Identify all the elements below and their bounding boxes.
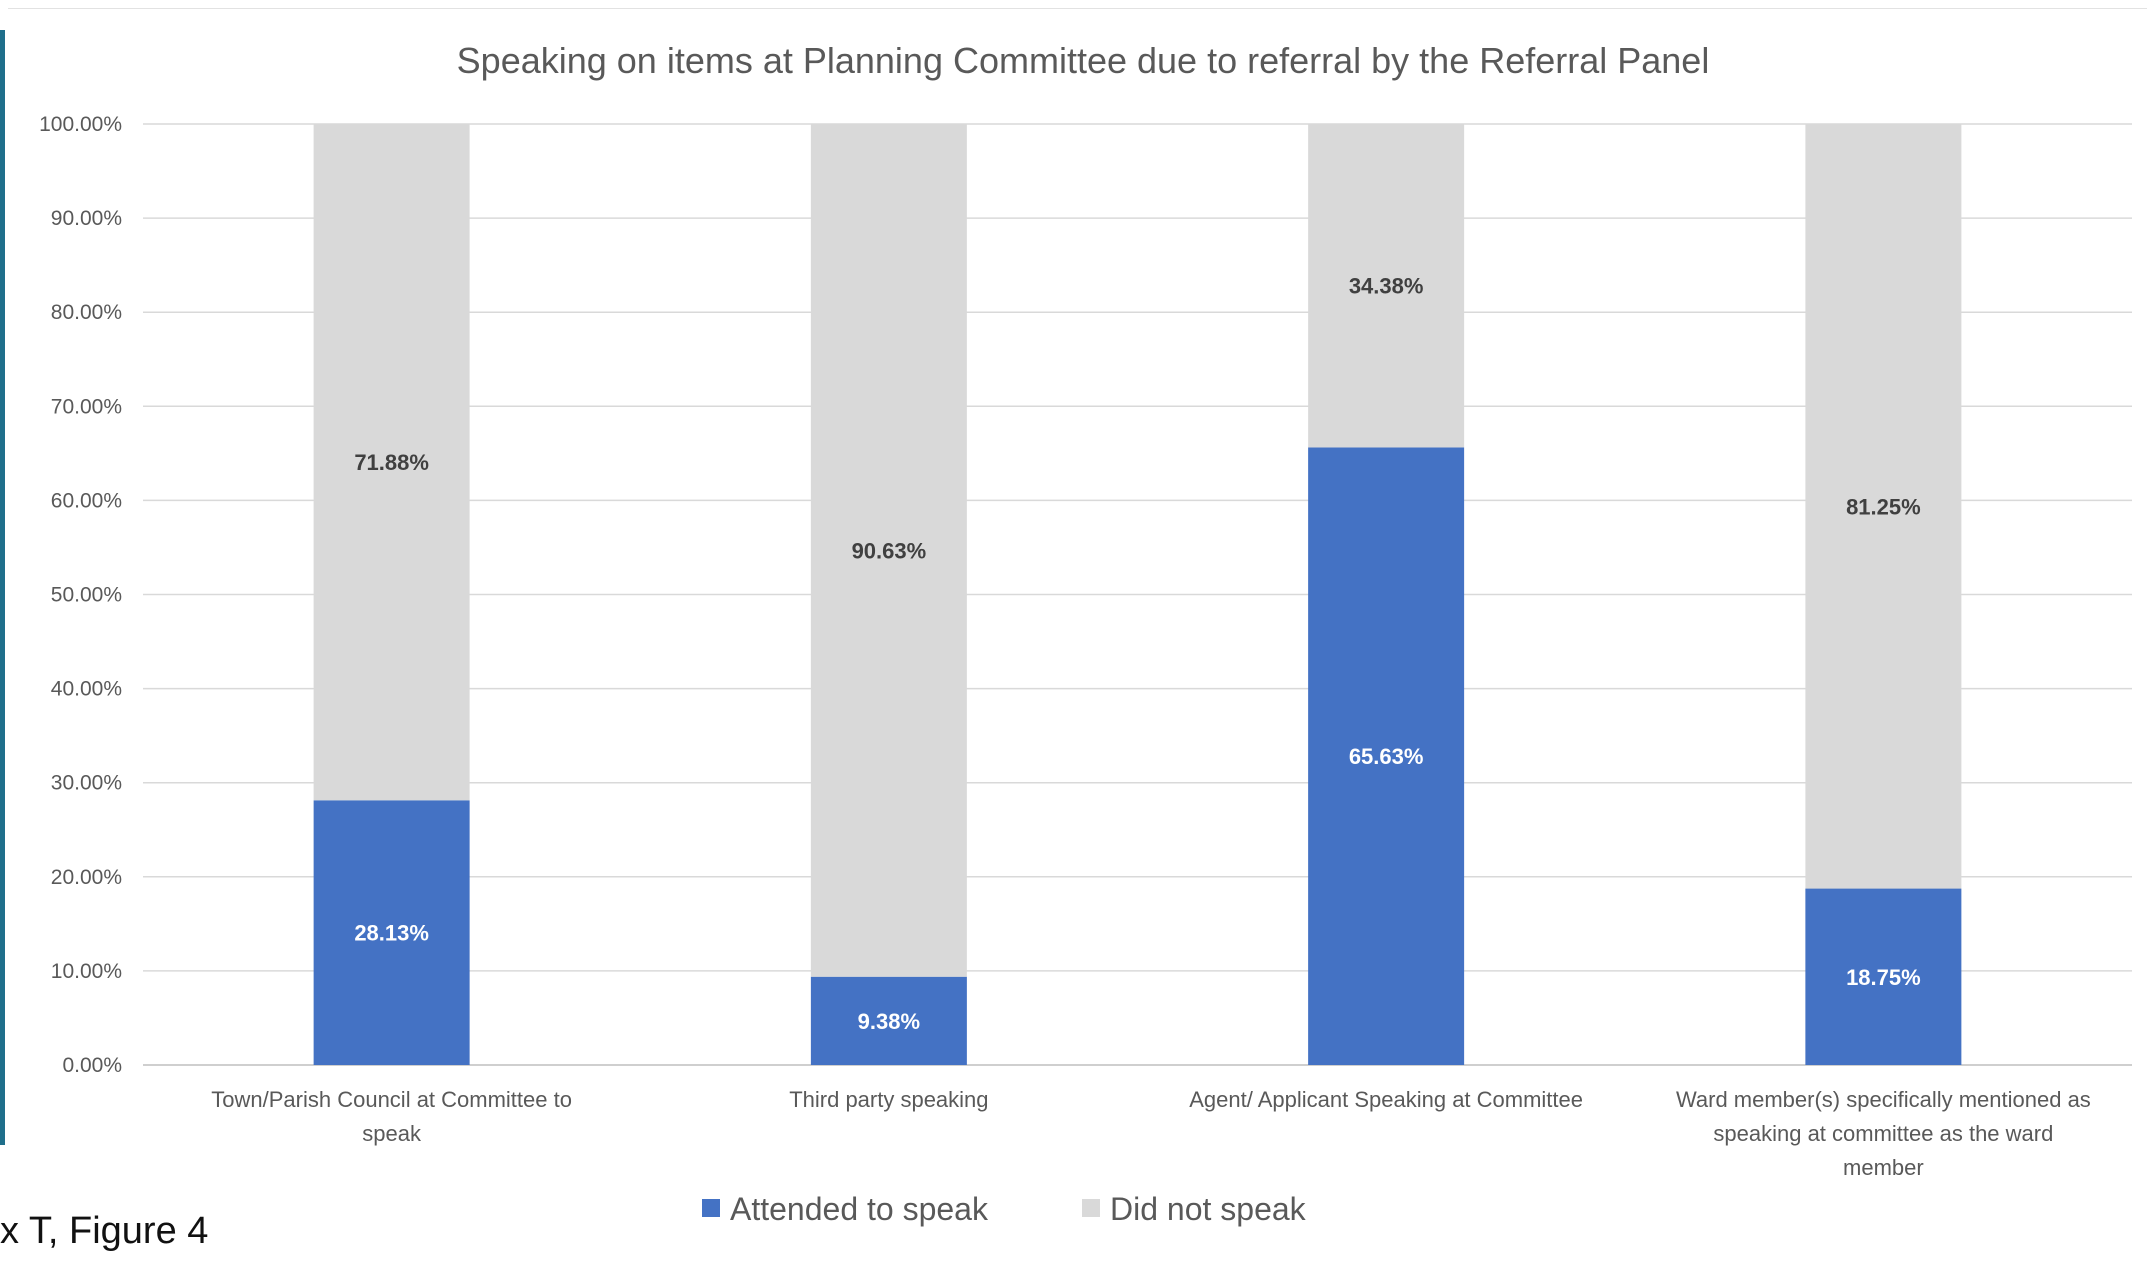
- y-tick-label: 10.00%: [51, 960, 122, 983]
- bar-did-not-speak: [810, 124, 967, 977]
- chart-title: Speaking on items at Planning Committee …: [457, 40, 1710, 81]
- bar-attended-to-speak: [1805, 888, 1962, 1065]
- y-tick-label: 0.00%: [62, 1054, 122, 1077]
- category-label: Town/Parish Council at Committee to speak: [211, 1087, 572, 1146]
- legend-swatch-did-not-speak: [1082, 1199, 1100, 1217]
- category-label: Agent/ Applicant Speaking at Committee: [1189, 1087, 1583, 1112]
- y-axis-tick-labels: 0.00% 10.00% 20.00% 30.00% 40.00% 50.00% 60.00…: [39, 113, 122, 1077]
- category-label: Third party speaking: [789, 1087, 988, 1112]
- data-label: 28.13%: [354, 921, 429, 946]
- data-labels: 28.13% 71.88% 9.38% 90.63% 65.63% 34.38% 18.75…: [354, 274, 1920, 1034]
- data-label: 34.38%: [1349, 274, 1424, 299]
- y-tick-label: 100.00%: [39, 113, 122, 136]
- data-label: 65.63%: [1349, 744, 1424, 769]
- x-axis-category-labels: Town/Parish Council at Committee to speak…: [211, 1087, 2091, 1180]
- left-accent-bar: [0, 30, 5, 1145]
- y-tick-label: 40.00%: [51, 678, 122, 701]
- data-label: 81.25%: [1846, 494, 1921, 519]
- bar-did-not-speak: [313, 124, 470, 801]
- y-tick-label: 70.00%: [51, 395, 122, 418]
- bars: [313, 124, 1962, 1065]
- bar-attended-to-speak: [810, 976, 967, 1065]
- bar-attended-to-speak: [313, 800, 470, 1065]
- bar-attended-to-speak: [1308, 447, 1465, 1065]
- gridlines: [143, 123, 2132, 1066]
- figure-caption: x T, Figure 4: [0, 1210, 209, 1252]
- category-label: Ward member(s) specifically mentioned as…: [1676, 1087, 2091, 1180]
- legend-label-did-not-speak: Did not speak: [1110, 1191, 1307, 1227]
- data-label: 18.75%: [1846, 965, 1921, 990]
- legend-label-attended: Attended to speak: [730, 1191, 989, 1227]
- legend-swatch-attended: [702, 1199, 720, 1217]
- y-tick-label: 60.00%: [51, 489, 122, 512]
- y-tick-label: 80.00%: [51, 301, 122, 324]
- y-tick-label: 50.00%: [51, 584, 122, 607]
- data-label: 71.88%: [354, 450, 429, 475]
- data-label: 9.38%: [858, 1009, 920, 1034]
- y-tick-label: 30.00%: [51, 772, 122, 795]
- y-tick-label: 20.00%: [51, 866, 122, 889]
- y-tick-label: 90.00%: [51, 207, 122, 230]
- top-divider: [8, 8, 2147, 9]
- bar-did-not-speak: [1308, 124, 1465, 448]
- legend: Attended to speak Did not speak: [702, 1191, 1307, 1227]
- data-label: 90.63%: [852, 538, 927, 563]
- bar-did-not-speak: [1805, 124, 1962, 889]
